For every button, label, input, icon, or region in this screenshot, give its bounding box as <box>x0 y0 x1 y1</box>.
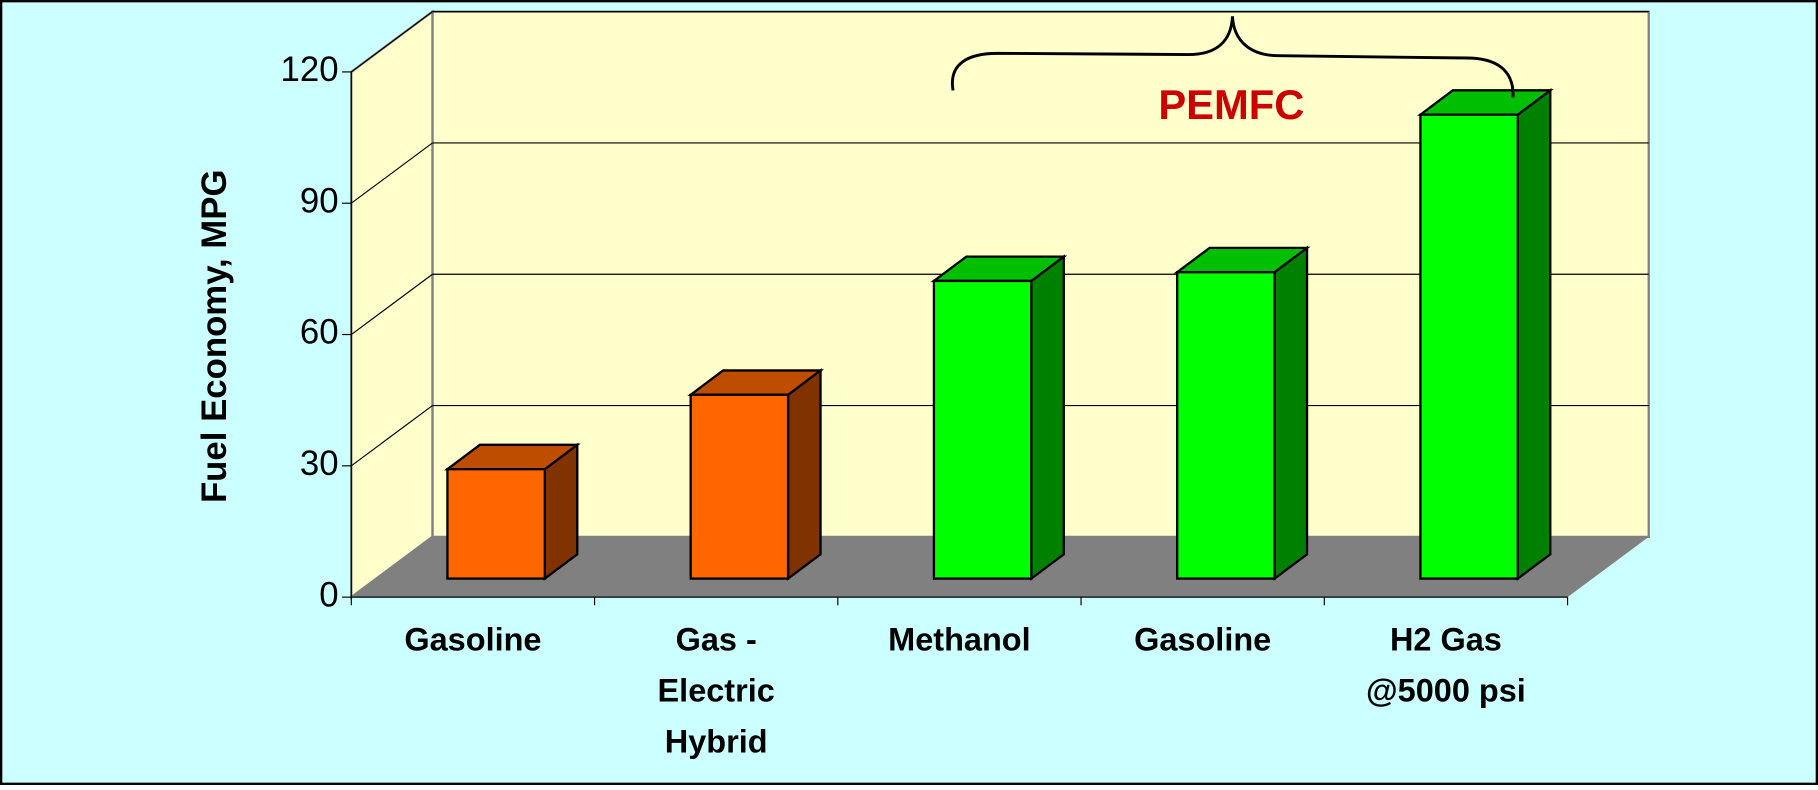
bar <box>687 368 825 581</box>
bar-front <box>932 279 1033 580</box>
bar <box>1416 87 1554 581</box>
x-tick-label-box: H2 Gas @5000 psi <box>1366 621 1526 709</box>
annotation: PEMFC <box>1158 81 1304 128</box>
bar-side <box>786 368 822 581</box>
y-axis-title: Fuel Economy, MPG <box>196 169 234 503</box>
x-tick-label: Gas - Electric Hybrid <box>657 621 775 760</box>
y-tick-label: 120 <box>281 51 339 89</box>
bar-front <box>689 393 790 580</box>
y-tick-label: 90 <box>300 182 339 220</box>
bar <box>443 442 581 581</box>
y-tick-label: 30 <box>300 445 339 483</box>
brace <box>950 16 1515 98</box>
bar-side <box>1516 87 1552 581</box>
x-tick-label: Gasoline <box>404 621 542 658</box>
bars <box>443 87 1554 581</box>
bar <box>930 254 1068 581</box>
x-tick-label: H2 Gas @5000 psi <box>1366 621 1526 709</box>
y-tick-label: 0 <box>319 576 338 614</box>
y-tick-label: 60 <box>300 314 339 352</box>
bar-side <box>1273 245 1309 581</box>
grid-line <box>350 11 433 73</box>
bar <box>1173 245 1311 581</box>
bar-side <box>1030 254 1065 581</box>
x-tick-label: Methanol <box>888 621 1031 658</box>
bar-front <box>1419 113 1519 580</box>
bar-front <box>446 468 546 580</box>
bar-front <box>1176 271 1276 580</box>
grid-line <box>350 405 433 467</box>
x-tick-label-box: Gas - Electric Hybrid <box>657 621 775 760</box>
grid-line <box>350 273 433 335</box>
x-tick-label-box: Methanol <box>888 621 1031 658</box>
x-tick-label-box: Gasoline <box>404 621 542 658</box>
x-tick-label-box: Gasoline <box>1134 621 1272 658</box>
x-tick-label: Gasoline <box>1134 621 1272 658</box>
grid-line <box>350 142 433 204</box>
